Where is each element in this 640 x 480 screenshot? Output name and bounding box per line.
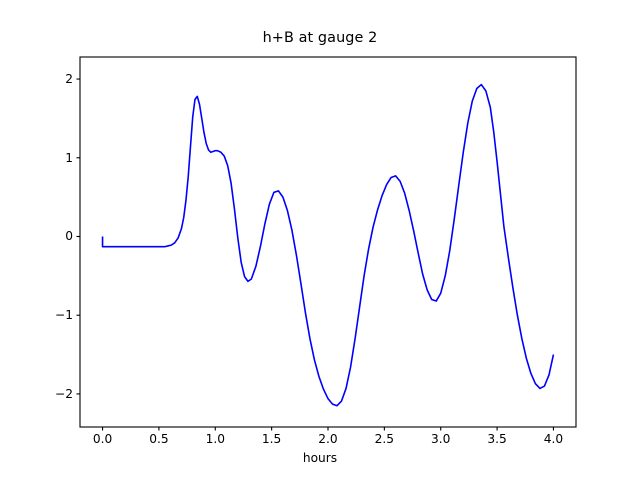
axes-border	[79, 56, 577, 428]
x-tick-label: 4.0	[543, 432, 564, 446]
x-tick-label: 3.0	[431, 432, 451, 446]
y-tick-label: −1	[55, 308, 73, 323]
tick-marks	[76, 78, 555, 431]
y-tick-label: −2	[55, 386, 73, 401]
data-series-group	[101, 83, 555, 407]
x-axis-label: hours	[302, 451, 338, 465]
x-tick-label: 2.0	[318, 432, 338, 446]
axes-frame	[79, 56, 577, 428]
y-tick-label: 0	[65, 229, 73, 244]
x-tick-label: 1.5	[261, 432, 282, 446]
x-tick-label: 0.5	[149, 432, 169, 446]
y-tick-label: 1	[65, 150, 73, 165]
x-tick-label: 3.5	[487, 432, 507, 446]
x-tick-label: 0.0	[92, 432, 113, 446]
data-line	[101, 83, 555, 407]
x-tick-label: 1.0	[205, 432, 225, 446]
chart-title: h+B at gauge 2	[262, 30, 378, 46]
y-tick-label: 2	[65, 72, 73, 87]
x-tick-label: 2.5	[374, 432, 395, 446]
